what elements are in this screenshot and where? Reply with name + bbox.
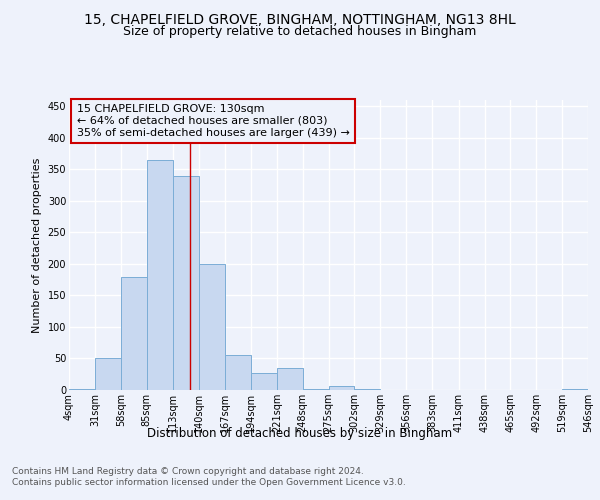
Y-axis label: Number of detached properties: Number of detached properties <box>32 158 42 332</box>
Bar <box>95 358 121 390</box>
Text: Distribution of detached houses by size in Bingham: Distribution of detached houses by size … <box>148 428 452 440</box>
Text: 15, CHAPELFIELD GROVE, BINGHAM, NOTTINGHAM, NG13 8HL: 15, CHAPELFIELD GROVE, BINGHAM, NOTTINGH… <box>84 12 516 26</box>
Bar <box>146 160 173 390</box>
Bar <box>302 388 329 390</box>
Bar <box>355 388 380 390</box>
Bar <box>121 276 146 390</box>
Bar <box>225 356 251 390</box>
Text: Size of property relative to detached houses in Bingham: Size of property relative to detached ho… <box>124 25 476 38</box>
Bar <box>329 386 355 390</box>
Bar <box>199 264 225 390</box>
Text: Contains HM Land Registry data © Crown copyright and database right 2024.
Contai: Contains HM Land Registry data © Crown c… <box>12 468 406 487</box>
Bar <box>562 388 588 390</box>
Text: 15 CHAPELFIELD GROVE: 130sqm
← 64% of detached houses are smaller (803)
35% of s: 15 CHAPELFIELD GROVE: 130sqm ← 64% of de… <box>77 104 350 138</box>
Bar <box>277 368 302 390</box>
Bar <box>173 176 199 390</box>
Bar <box>251 373 277 390</box>
Bar <box>69 388 95 390</box>
